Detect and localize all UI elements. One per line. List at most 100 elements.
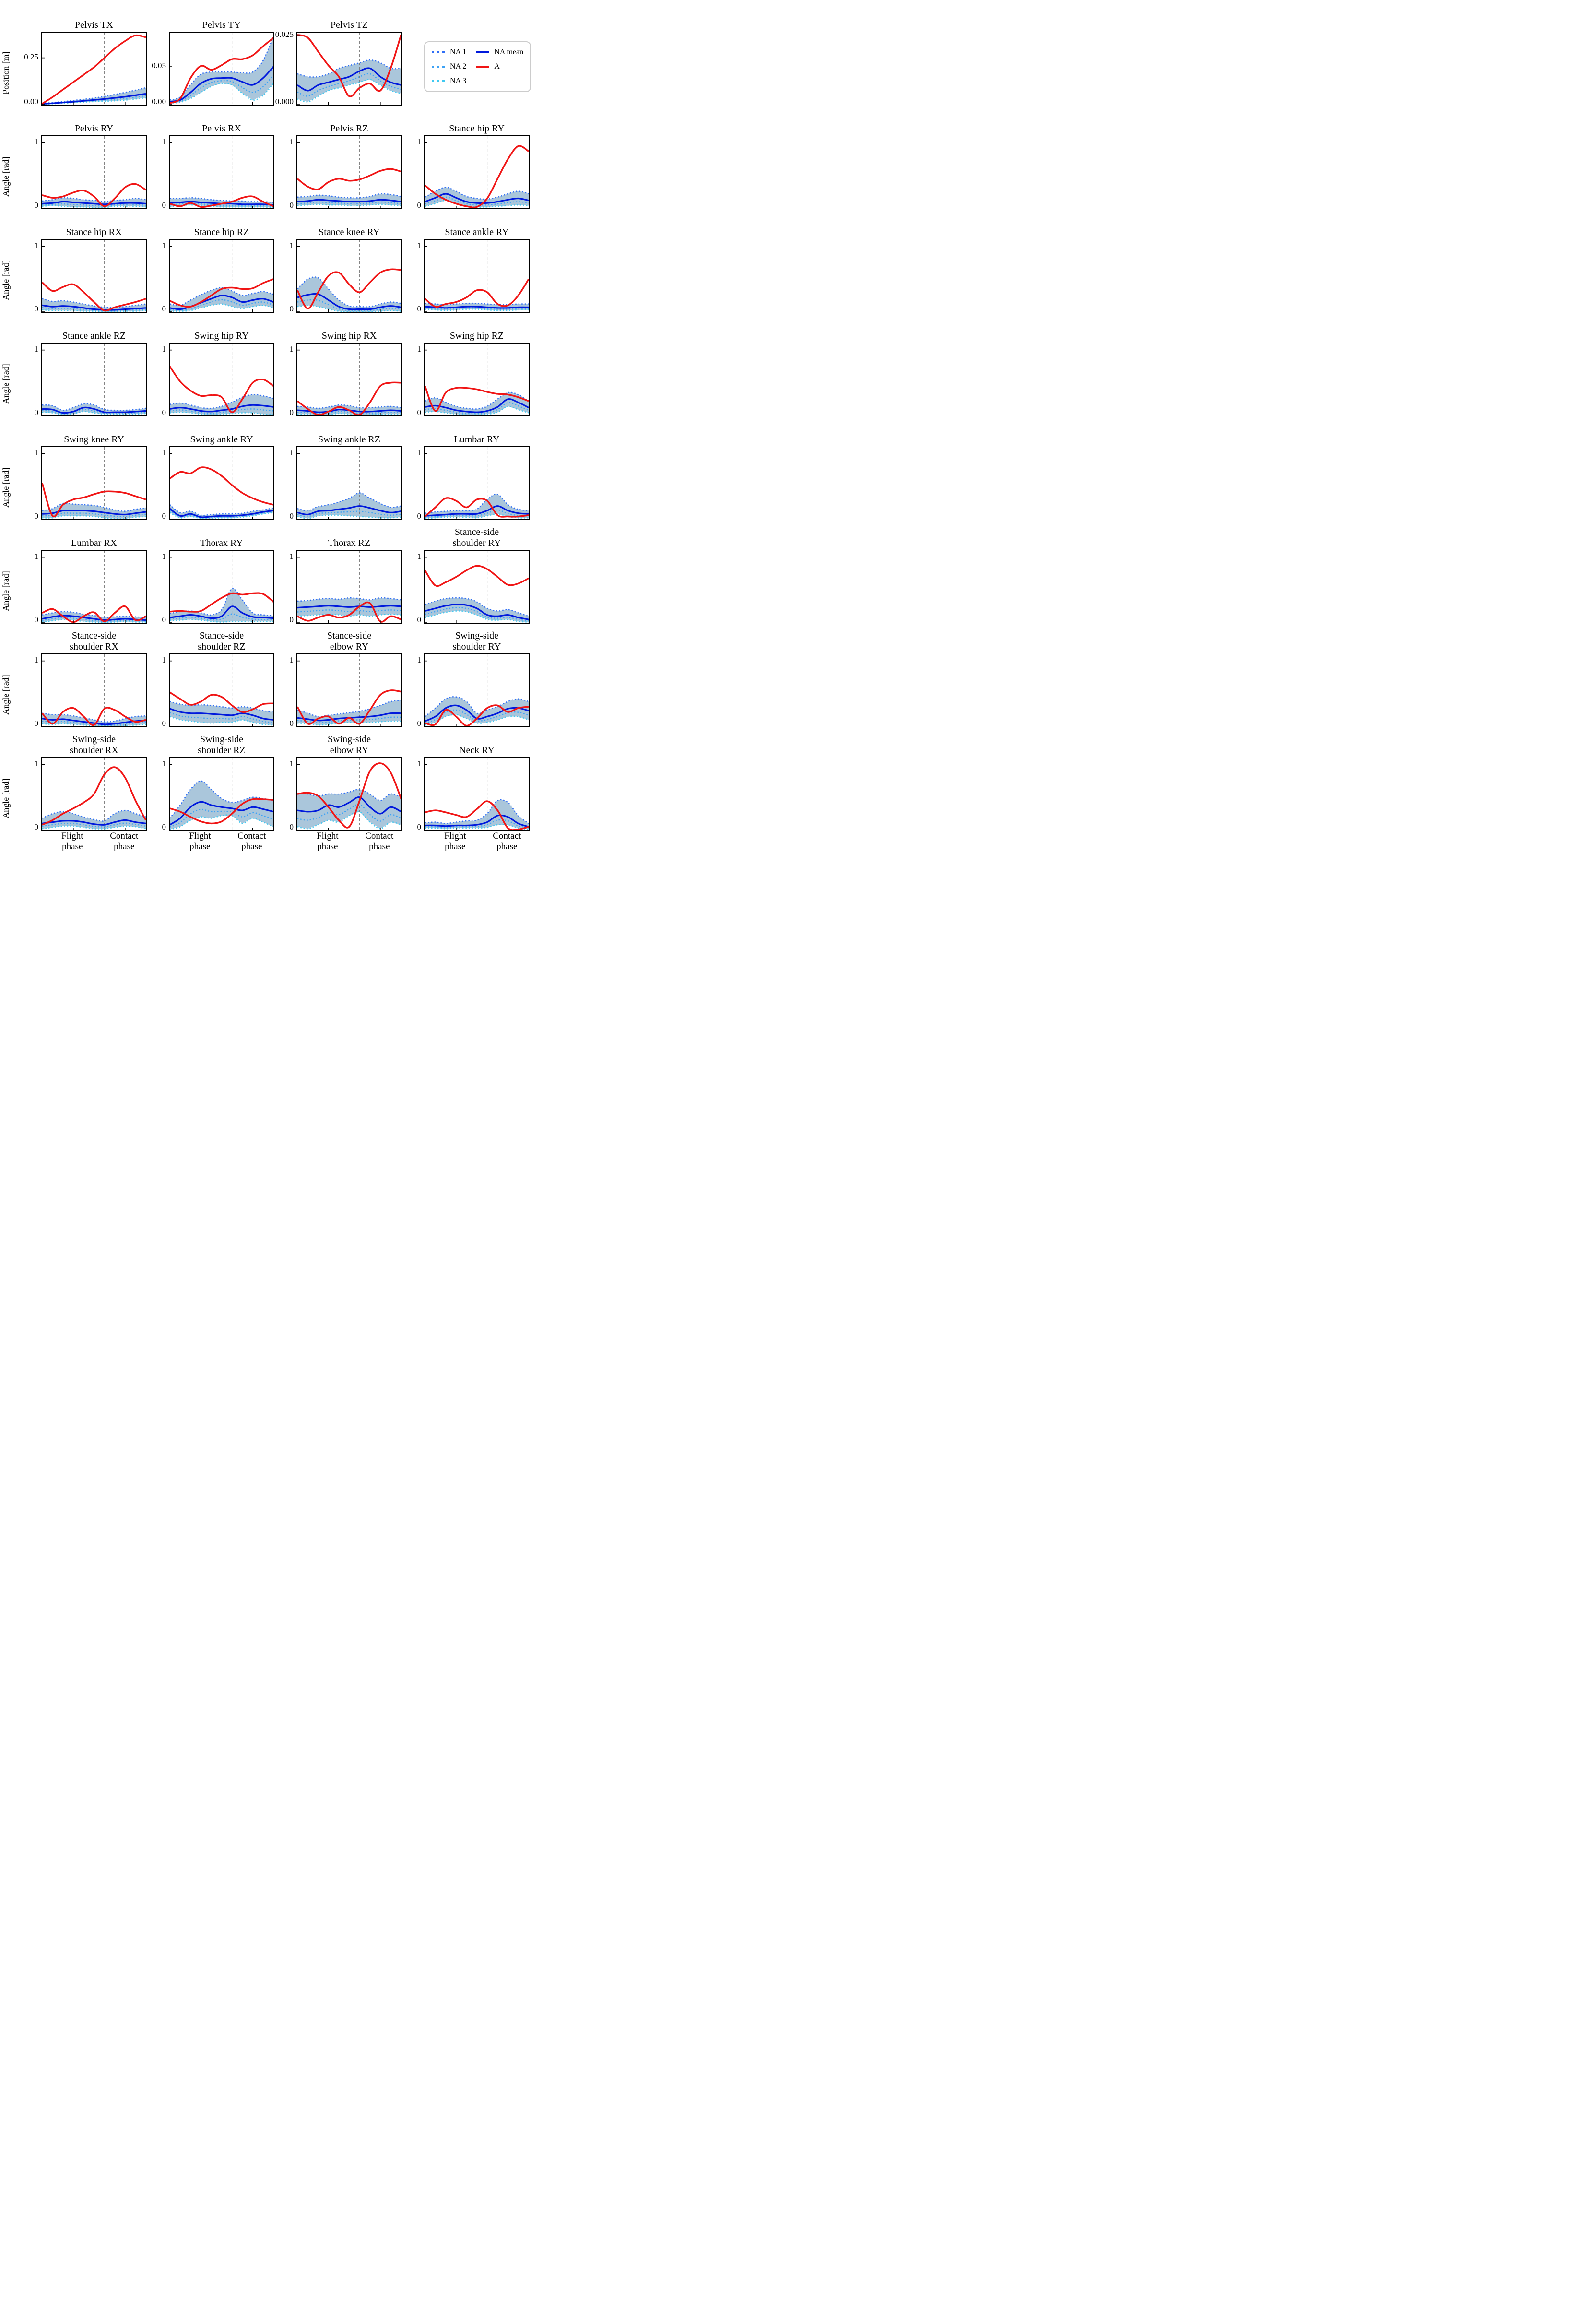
y-tick-label: 1 [417, 137, 422, 146]
subplot-cell: Stance hip RZ 1 0 [147, 214, 274, 313]
y-tick-label: 1 [417, 759, 422, 768]
plot-title-pelvis-rx: Pelvis RX [202, 123, 241, 134]
x-tick-label: Contact phase [237, 831, 266, 852]
subplot-cell: Stance ankle RZ Angle [rad] 1 0 [1, 318, 147, 417]
y-tick-label: 1 [289, 448, 294, 457]
a-line [425, 497, 529, 518]
legend-item-na-3: NA 3 [432, 77, 466, 85]
plot-title-lumbar-ry: Lumbar RY [454, 434, 500, 445]
na2-line [297, 804, 401, 822]
plot-area-thorax-rz [296, 550, 402, 624]
subplot-cell: Pelvis RZ 1 0 [274, 110, 402, 210]
plot-area-stance-side-shoulder-ry [424, 550, 530, 624]
legend-swatch-dotted [432, 80, 445, 82]
na3-line [425, 714, 529, 726]
plot-pelvis-tz: 0.025 0.000 [274, 30, 402, 106]
na1-line [42, 403, 146, 411]
a-line [170, 691, 273, 713]
figure-row-6: Lumbar RX Angle [rad] 1 0 Thorax RY 1 0 Thorax … [1, 525, 530, 624]
y-tick-label: 1 [162, 344, 166, 354]
subplot-cell: Stance-side elbow RY 1 0 [274, 628, 402, 728]
y-tick-label: 0 [289, 201, 294, 210]
subplot-cell: Stance knee RY 1 0 [274, 214, 402, 313]
a-line [42, 34, 146, 105]
plot-area-swing-ankle-rz [296, 446, 402, 520]
y-tick-label: 0 [162, 822, 166, 831]
plot-area-thorax-ry [169, 550, 274, 624]
a-line [42, 605, 146, 623]
na-mean-line [170, 66, 273, 103]
y-tick-label: 1 [162, 655, 166, 664]
plot-area-stance-hip-ry [424, 135, 530, 209]
y-tick-label: 1 [289, 240, 294, 250]
y-tick-label: 0.025 [275, 30, 294, 39]
plot-title-pelvis-ry: Pelvis RY [74, 123, 114, 134]
na2-line [170, 613, 273, 621]
plot-title-stance-side-shoulder-ry: Stance-side shoulder RY [452, 527, 501, 548]
y-tick-label: 1 [417, 448, 422, 457]
na2-line [425, 509, 529, 518]
subplot-cell: Swing ankle RY 1 0 [147, 421, 274, 521]
na-band [170, 36, 273, 103]
na-mean-line [297, 67, 401, 92]
plot-area-swing-hip-ry [169, 343, 274, 416]
na-mean-line [297, 199, 401, 203]
y-tick-label: 0 [34, 201, 39, 210]
legend-label: NA 2 [450, 62, 467, 71]
a-line [425, 565, 529, 587]
subplot-cell: Lumbar RY 1 0 [402, 421, 530, 521]
a-line [297, 168, 401, 190]
plot-title-neck-ry: Neck RY [459, 745, 495, 756]
a-line [425, 800, 529, 830]
y-tick-label: 0 [34, 408, 39, 417]
legend-label: NA 3 [450, 77, 467, 85]
y-tick-label: 0 [417, 719, 422, 728]
plot-pelvis-ty: 0.05 0.00 [147, 32, 274, 106]
na1-line [297, 492, 401, 511]
a-line [425, 385, 529, 412]
na2-line [297, 299, 401, 311]
plot-title-swing-side-shoulder-rz: Swing-side shoulder RZ [198, 734, 246, 756]
plot-area-stance-hip-rz [169, 239, 274, 313]
legend-swatch-dotted [432, 51, 445, 53]
a-line [425, 278, 529, 308]
y-tick-label: 1 [162, 240, 166, 250]
y-tick-label: 0 [34, 615, 39, 624]
na-mean-line [42, 718, 146, 725]
y-tick-label: 1 [289, 655, 294, 664]
a-line [42, 766, 146, 826]
y-tick-label: 0 [162, 304, 166, 313]
y-tick-label: 0 [289, 304, 294, 313]
y-tick-label: 0 [162, 408, 166, 417]
subplot-cell: Stance hip RY 1 0 [402, 110, 530, 210]
plot-area-neck-ry [424, 757, 530, 831]
a-line [297, 268, 401, 309]
y-axis-label: Angle [rad] [1, 467, 11, 508]
plot-area-pelvis-tz [296, 32, 402, 106]
x-tick-label: Contact phase [493, 831, 521, 852]
na1-line [170, 36, 273, 101]
y-tick-label: 0 [34, 511, 39, 521]
y-tick-label: 1 [417, 344, 422, 354]
y-tick-label: 0 [162, 201, 166, 210]
a-line [42, 707, 146, 726]
subplot-cell: Swing-side elbow RY 1 0 Flight phase Contact… [274, 732, 402, 852]
plot-stance-hip-rx: Angle [rad] 1 0 [1, 239, 147, 313]
subplot-cell: Lumbar RX Angle [rad] 1 0 [1, 525, 147, 624]
plot-area-lumbar-ry [424, 446, 530, 520]
subplot-cell: Stance ankle RY 1 0 [402, 214, 530, 313]
plot-area-swing-side-elbow-ry [296, 757, 402, 831]
na2-line [170, 808, 273, 828]
y-axis-label: Angle [rad] [1, 156, 11, 197]
subplot-cell: Stance-side shoulder RY 1 0 [402, 525, 530, 624]
y-tick-label: 1 [34, 344, 39, 354]
plot-title-swing-side-shoulder-ry: Swing-side shoulder RY [452, 630, 501, 652]
subplot-cell: Pelvis TZ 0.025 0.000 [274, 7, 402, 106]
legend-cell: NA 1 NA 2 NA 3 NA mean A [402, 41, 531, 106]
na3-line [425, 405, 529, 415]
na1-line [425, 597, 529, 617]
